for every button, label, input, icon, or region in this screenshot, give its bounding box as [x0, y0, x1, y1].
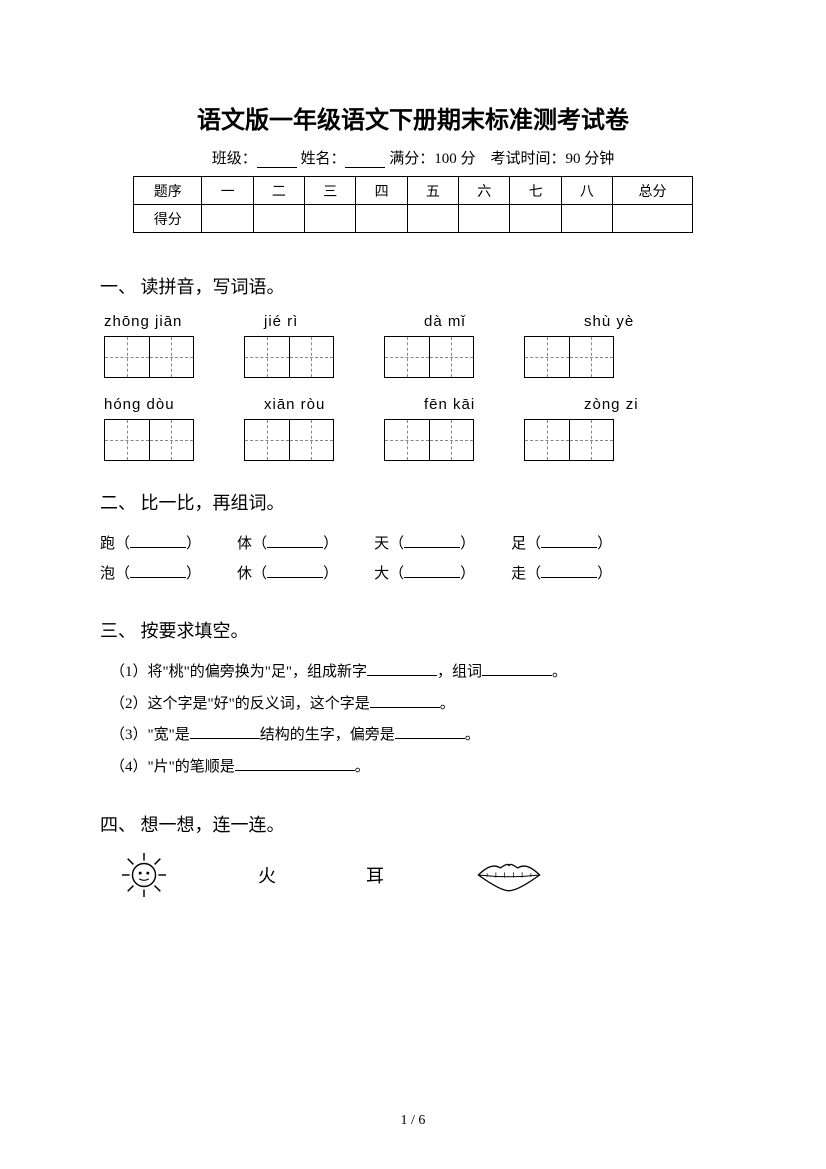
time-value: 90 分钟 [566, 151, 615, 167]
blank[interactable] [130, 564, 186, 578]
info-line: 班级： 姓名： 满分：100 分 考试时间：90 分钟 [100, 147, 726, 168]
word-compare: 跑（） 体（） 天（） 足（） 泡（） 休（） 大（） 走（） [100, 529, 726, 589]
match-char: 耳 [366, 862, 384, 888]
compare-item: 体（） [237, 529, 338, 559]
time-label: 考试时间： [491, 151, 566, 167]
fullscore-value: 100 分 [434, 151, 475, 167]
section-3: 三、 按要求填空。 （1）将"桃"的偏旁换为"足"，组成新字，组词。 （2）这个… [100, 617, 726, 783]
header-label: 题序 [134, 177, 202, 205]
char-box[interactable] [104, 336, 194, 378]
blank[interactable] [267, 534, 323, 548]
section-1-title: 一、 读拼音，写词语。 [100, 273, 726, 299]
table-row: 得分 [134, 205, 693, 233]
char-box[interactable] [244, 419, 334, 461]
pinyin-row-2: hóng dòu xiān ròu fēn kāi zòng zi [104, 396, 726, 413]
blank[interactable] [370, 694, 440, 708]
fill-item: （3）"宽"是结构的生字，偏旁是。 [110, 720, 726, 752]
lips-icon [474, 855, 544, 895]
blank[interactable] [541, 564, 597, 578]
col-4: 四 [356, 177, 407, 205]
score-label: 得分 [134, 205, 202, 233]
sun-icon [120, 851, 168, 899]
match-char: 火 [258, 862, 276, 888]
score-cell[interactable] [356, 205, 407, 233]
page-footer: 1 / 6 [0, 1113, 826, 1129]
compare-line: 跑（） 体（） 天（） 足（） [100, 529, 726, 559]
col-3: 三 [305, 177, 356, 205]
pinyin: shù yè [584, 313, 694, 330]
char-box[interactable] [104, 419, 194, 461]
section-2: 二、 比一比，再组词。 跑（） 体（） 天（） 足（） 泡（） 休（） 大（） … [100, 489, 726, 589]
score-cell[interactable] [202, 205, 253, 233]
pinyin: fēn kāi [424, 396, 534, 413]
blank[interactable] [267, 564, 323, 578]
score-cell[interactable] [459, 205, 510, 233]
pinyin: xiān ròu [264, 396, 374, 413]
fill-item: （4）"片"的笔顺是。 [110, 752, 726, 784]
class-label: 班级： [212, 151, 257, 167]
blank[interactable] [395, 725, 465, 739]
blank[interactable] [404, 534, 460, 548]
blank[interactable] [482, 662, 552, 676]
score-cell[interactable] [561, 205, 612, 233]
char-box[interactable] [384, 419, 474, 461]
blank[interactable] [404, 564, 460, 578]
fill-list: （1）将"桃"的偏旁换为"足"，组成新字，组词。 （2）这个字是"好"的反义词，… [110, 657, 726, 783]
col-2: 二 [253, 177, 304, 205]
pinyin: zòng zi [584, 396, 694, 413]
section-3-title: 三、 按要求填空。 [100, 617, 726, 643]
section-1: 一、 读拼音，写词语。 zhōng jiān jié rì dà mǐ shù … [100, 273, 726, 461]
blank[interactable] [235, 757, 355, 771]
score-cell[interactable] [305, 205, 356, 233]
table-row: 题序 一 二 三 四 五 六 七 八 总分 [134, 177, 693, 205]
blank[interactable] [541, 534, 597, 548]
char-box[interactable] [524, 419, 614, 461]
char-box[interactable] [384, 336, 474, 378]
compare-item: 跑（） [100, 529, 201, 559]
compare-item: 足（） [511, 529, 612, 559]
score-cell[interactable] [510, 205, 561, 233]
col-1: 一 [202, 177, 253, 205]
pinyin: jié rì [264, 313, 374, 330]
fill-item: （1）将"桃"的偏旁换为"足"，组成新字，组词。 [110, 657, 726, 689]
col-7: 七 [510, 177, 561, 205]
score-cell[interactable] [407, 205, 458, 233]
compare-item: 大（） [374, 559, 475, 589]
compare-item: 天（） [374, 529, 475, 559]
section-4: 四、 想一想，连一连。 火 耳 [100, 811, 726, 899]
compare-item: 休（） [237, 559, 338, 589]
char-box[interactable] [244, 336, 334, 378]
blank[interactable] [130, 534, 186, 548]
name-label: 姓名： [300, 151, 345, 167]
col-8: 八 [561, 177, 612, 205]
compare-item: 走（） [511, 559, 612, 589]
col-5: 五 [407, 177, 458, 205]
page-title: 语文版一年级语文下册期末标准测考试卷 [100, 100, 726, 135]
total-label: 总分 [613, 177, 693, 205]
blank[interactable] [367, 662, 437, 676]
blank[interactable] [190, 725, 260, 739]
class-blank[interactable] [257, 152, 297, 168]
section-2-title: 二、 比一比，再组词。 [100, 489, 726, 515]
total-cell[interactable] [613, 205, 693, 233]
char-box[interactable] [524, 336, 614, 378]
box-row-1 [104, 336, 726, 378]
col-6: 六 [459, 177, 510, 205]
score-cell[interactable] [253, 205, 304, 233]
box-row-2 [104, 419, 726, 461]
score-table: 题序 一 二 三 四 五 六 七 八 总分 得分 [133, 176, 693, 233]
compare-item: 泡（） [100, 559, 201, 589]
compare-line: 泡（） 休（） 大（） 走（） [100, 559, 726, 589]
pinyin: dà mǐ [424, 313, 534, 330]
pinyin: hóng dòu [104, 396, 214, 413]
pinyin: zhōng jiān [104, 313, 214, 330]
name-blank[interactable] [345, 152, 385, 168]
match-row: 火 耳 [120, 851, 726, 899]
pinyin-row-1: zhōng jiān jié rì dà mǐ shù yè [104, 313, 726, 330]
fill-item: （2）这个字是"好"的反义词，这个字是。 [110, 689, 726, 721]
fullscore-label: 满分： [389, 151, 434, 167]
section-4-title: 四、 想一想，连一连。 [100, 811, 726, 837]
